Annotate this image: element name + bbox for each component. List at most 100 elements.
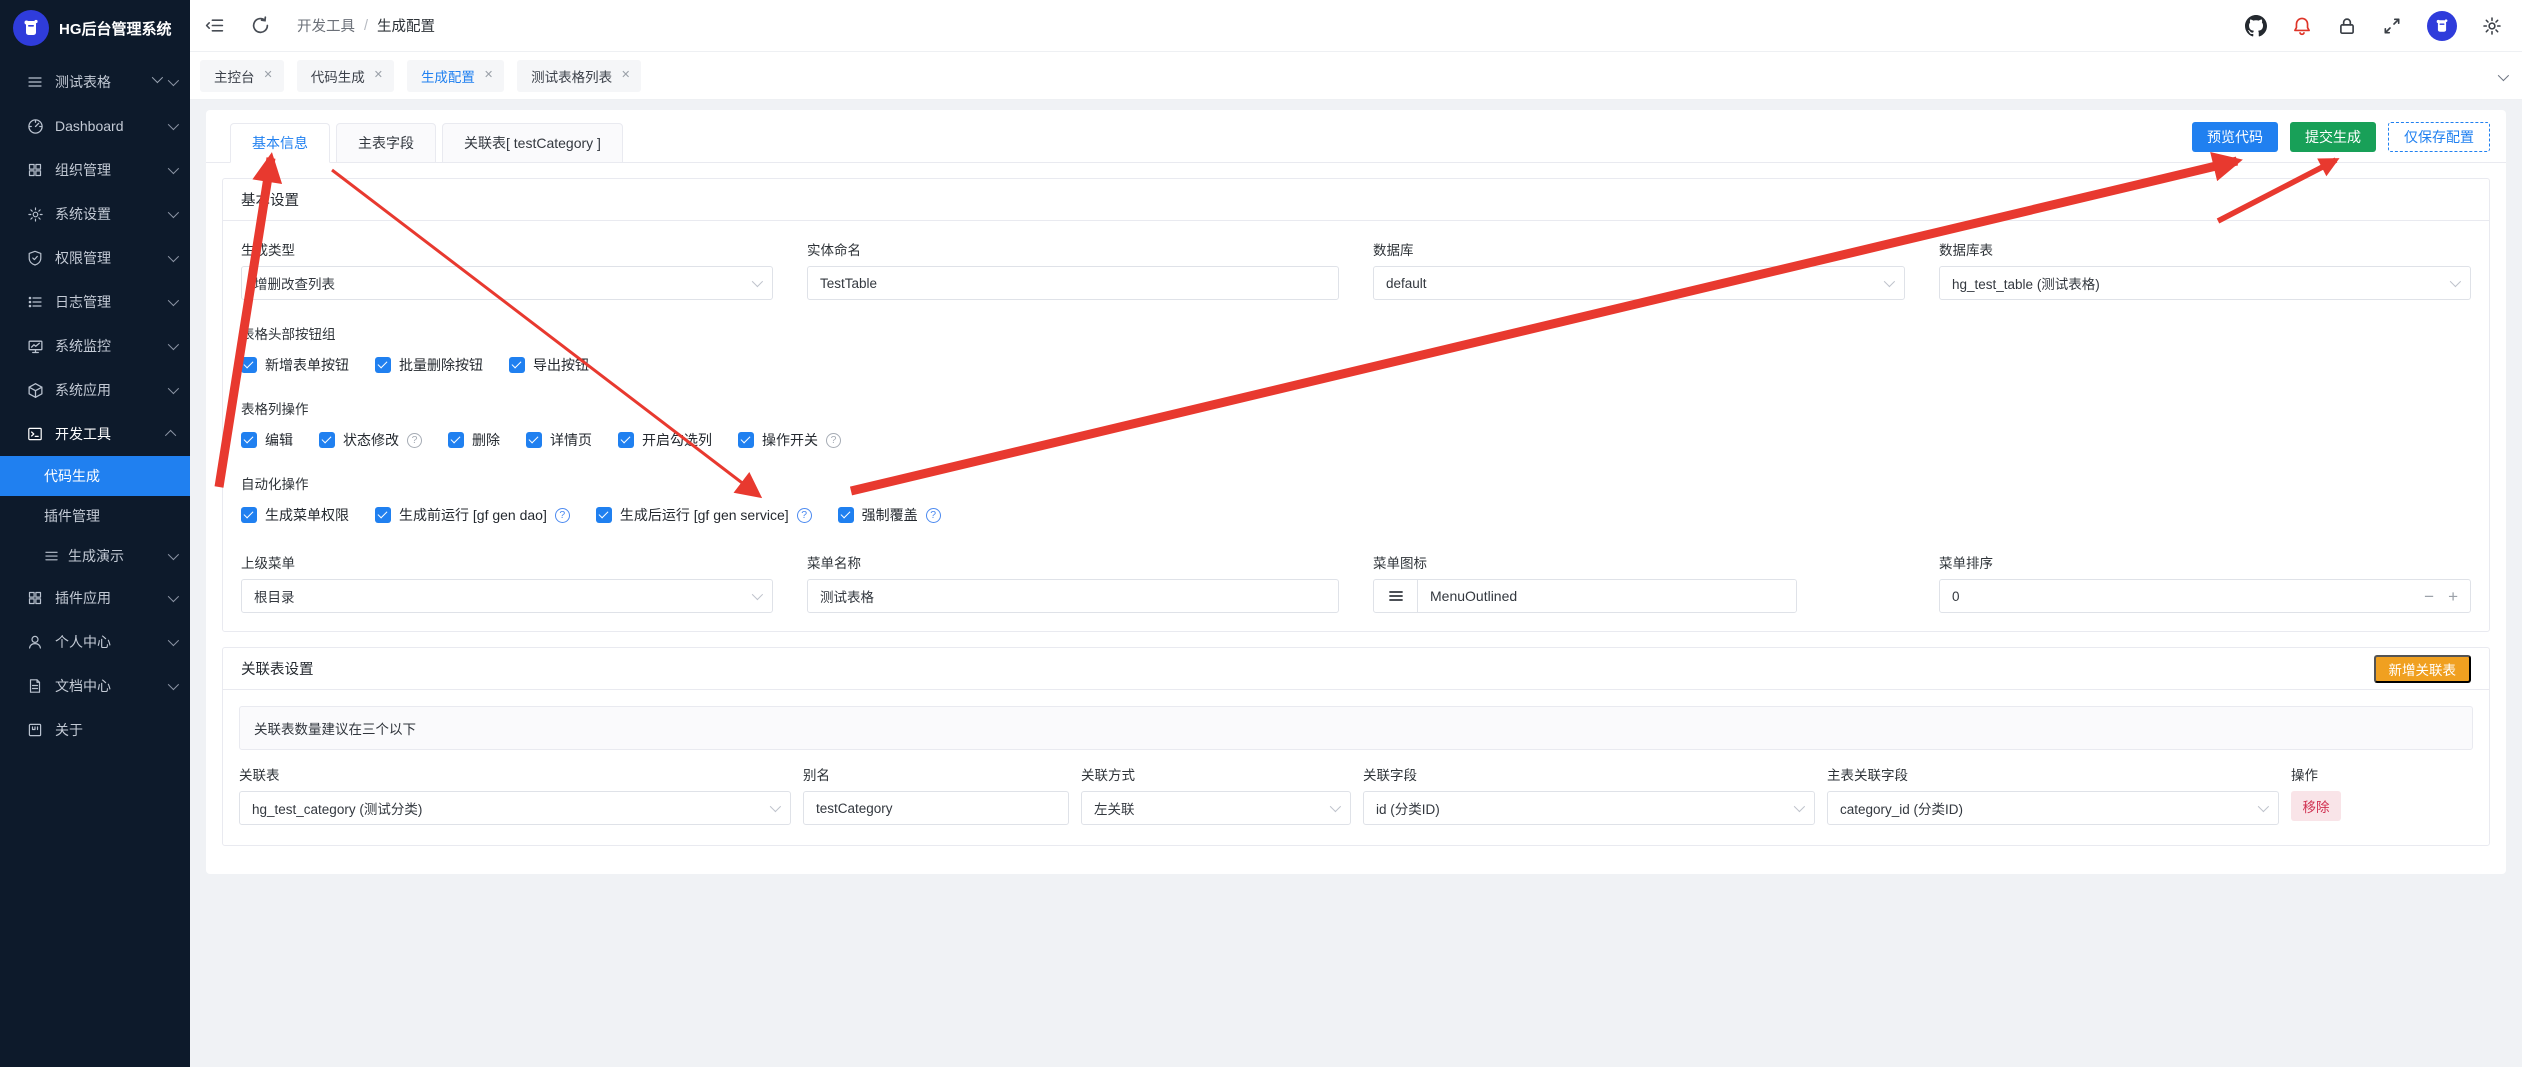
checkbox-checked-icon[interactable] [375,357,391,373]
menu-sort-input[interactable] [1952,588,2411,604]
close-icon[interactable] [484,70,493,81]
checkbox-item[interactable]: 删除 [448,430,500,450]
field-parent-menu: 上级菜单 根目录 [241,552,773,613]
checkbox-item[interactable]: 开启勾选列 [618,430,712,450]
entity-name-input[interactable] [820,275,1326,291]
settings-gear-icon[interactable] [2482,16,2502,36]
sidebar: HG后台管理系统 测试表格 Dashboard 组织管理 系统设置 权限管理 日志管理系统… [0,0,190,1067]
help-icon[interactable] [554,507,570,523]
sidebar-item-code-gen[interactable]: 代码生成 [0,456,190,496]
refresh-icon[interactable] [251,16,270,35]
parent-menu-select[interactable]: 根目录 [241,579,773,613]
page-tab-2[interactable]: 生成配置 [406,59,505,92]
checkbox-checked-icon[interactable] [241,507,257,523]
checkbox-checked-icon[interactable] [319,432,335,448]
sidebar-item-monitor[interactable]: 系统监控 [0,324,190,368]
help-icon[interactable] [796,507,812,523]
content-tab-1[interactable]: 主表字段 [336,123,436,163]
notifications-bell-icon[interactable] [2292,16,2312,36]
save-config-only-button[interactable]: 仅保存配置 [2388,122,2490,152]
content-tab-0[interactable]: 基本信息 [230,123,330,163]
content-tab-2[interactable]: 关联表[ testCategory ] [442,123,623,163]
sidebar-item-logs[interactable]: 日志管理 [0,280,190,324]
checkbox-item[interactable]: 操作开关 [738,430,841,450]
sidebar-item-gen-demo[interactable]: 生成演示 [0,536,190,576]
database-select[interactable]: default [1373,266,1905,300]
sidebar-item-plugin-mgr[interactable]: 插件管理 [0,496,190,536]
checkbox-checked-icon[interactable] [526,432,542,448]
assoc-select[interactable]: hg_test_category (测试分类) [239,791,791,825]
sidebar-item-devtools[interactable]: 开发工具 [0,412,190,456]
checkbox-checked-icon[interactable] [509,357,525,373]
preview-code-button[interactable]: 预览代码 [2192,122,2278,152]
checkbox-item[interactable]: 导出按钮 [509,355,589,375]
app-logo[interactable]: HG后台管理系统 [0,0,190,56]
checkbox-checked-icon[interactable] [241,357,257,373]
lock-icon[interactable] [2337,16,2357,36]
page-tab-3[interactable]: 测试表格列表 [517,59,642,92]
user-avatar[interactable] [2427,10,2457,41]
page-tab-1[interactable]: 代码生成 [296,59,394,92]
checkbox-item[interactable]: 强制覆盖 [837,505,941,525]
checkbox-item[interactable]: 生成后运行 [gf gen service] [595,505,812,525]
menu-name-input[interactable] [820,588,1326,604]
add-assoc-table-button[interactable]: 新增关联表 [2373,654,2471,683]
help-icon[interactable] [826,432,841,448]
gen-type-select[interactable]: 增删改查列表 [241,266,773,300]
checkbox-checked-icon[interactable] [448,432,464,448]
user-icon [27,634,44,651]
page-tab-0[interactable]: 主控台 [200,59,284,92]
submit-generate-button[interactable]: 提交生成 [2290,122,2376,152]
assoc-select[interactable]: id (分类ID) [1363,791,1815,825]
checkbox-item[interactable]: 生成菜单权限 [241,505,349,525]
breadcrumb-current[interactable]: 生成配置 [377,19,436,35]
sidebar-item-label: 系统监控 [55,338,111,354]
help-icon[interactable] [407,432,422,448]
sidebar-item-apps[interactable]: 系统应用 [0,368,190,412]
fullscreen-icon[interactable] [2382,16,2402,36]
breadcrumb-section[interactable]: 开发工具 [297,19,355,35]
menu-hamburger-icon[interactable] [1374,580,1418,612]
sidebar-item-dashboard[interactable]: Dashboard [0,104,190,148]
assoc-alias-input[interactable] [816,800,1056,816]
db-table-select[interactable]: hg_test_table (测试表格) [1939,266,2471,300]
checkbox-item[interactable]: 新增表单按钮 [241,355,349,375]
sidebar-item-org[interactable]: 组织管理 [0,148,190,192]
checkbox-checked-icon[interactable] [241,432,257,448]
close-icon[interactable] [374,70,383,81]
checkbox-label: 生成前运行 [gf gen dao] [399,507,547,523]
collapse-sidebar-icon[interactable] [205,16,224,35]
menu-icon-input[interactable] [1418,580,1796,612]
checkbox-item[interactable]: 状态修改 [319,430,422,450]
sidebar-item-profile[interactable]: 个人中心 [0,620,190,664]
sidebar-item-docs[interactable]: 文档中心 [0,664,190,708]
github-icon[interactable] [2245,14,2267,37]
checkbox-item[interactable]: 编辑 [241,430,293,450]
assoc-select[interactable]: category_id (分类ID) [1827,791,2279,825]
checkbox-item[interactable]: 批量删除按钮 [375,355,483,375]
close-icon[interactable] [264,70,273,81]
sidebar-item-settings[interactable]: 系统设置 [0,192,190,236]
checkbox-checked-icon[interactable] [375,507,391,523]
checkbox-checked-icon[interactable] [738,432,754,448]
help-icon[interactable] [925,507,941,523]
checkbox-checked-icon[interactable] [595,507,612,523]
checkbox-checked-icon[interactable] [618,432,634,448]
remove-assoc-button[interactable]: 移除 [2291,791,2341,821]
checkbox-item[interactable]: 生成前运行 [gf gen dao] [375,505,570,525]
sidebar-item-about[interactable]: 关于 [0,708,190,752]
assoc-select[interactable]: 左关联 [1081,791,1351,825]
sidebar-item-auth[interactable]: 权限管理 [0,236,190,280]
sidebar-item-test-table[interactable]: 测试表格 [0,60,190,104]
minus-icon[interactable] [2424,588,2434,605]
close-icon[interactable] [621,70,630,81]
sider-trigger-chevron-icon[interactable] [151,70,164,86]
tabs-dropdown-chevron-icon[interactable] [2497,68,2510,84]
sidebar-item-plugin-app[interactable]: 插件应用 [0,576,190,620]
checkbox-item[interactable]: 详情页 [526,430,592,450]
doc-icon [27,678,44,695]
menu-icon-input-group [1373,579,1797,613]
checkbox-checked-icon[interactable] [837,507,854,523]
sidebar-item-label: 生成演示 [68,548,124,564]
plus-icon[interactable] [2448,588,2458,605]
